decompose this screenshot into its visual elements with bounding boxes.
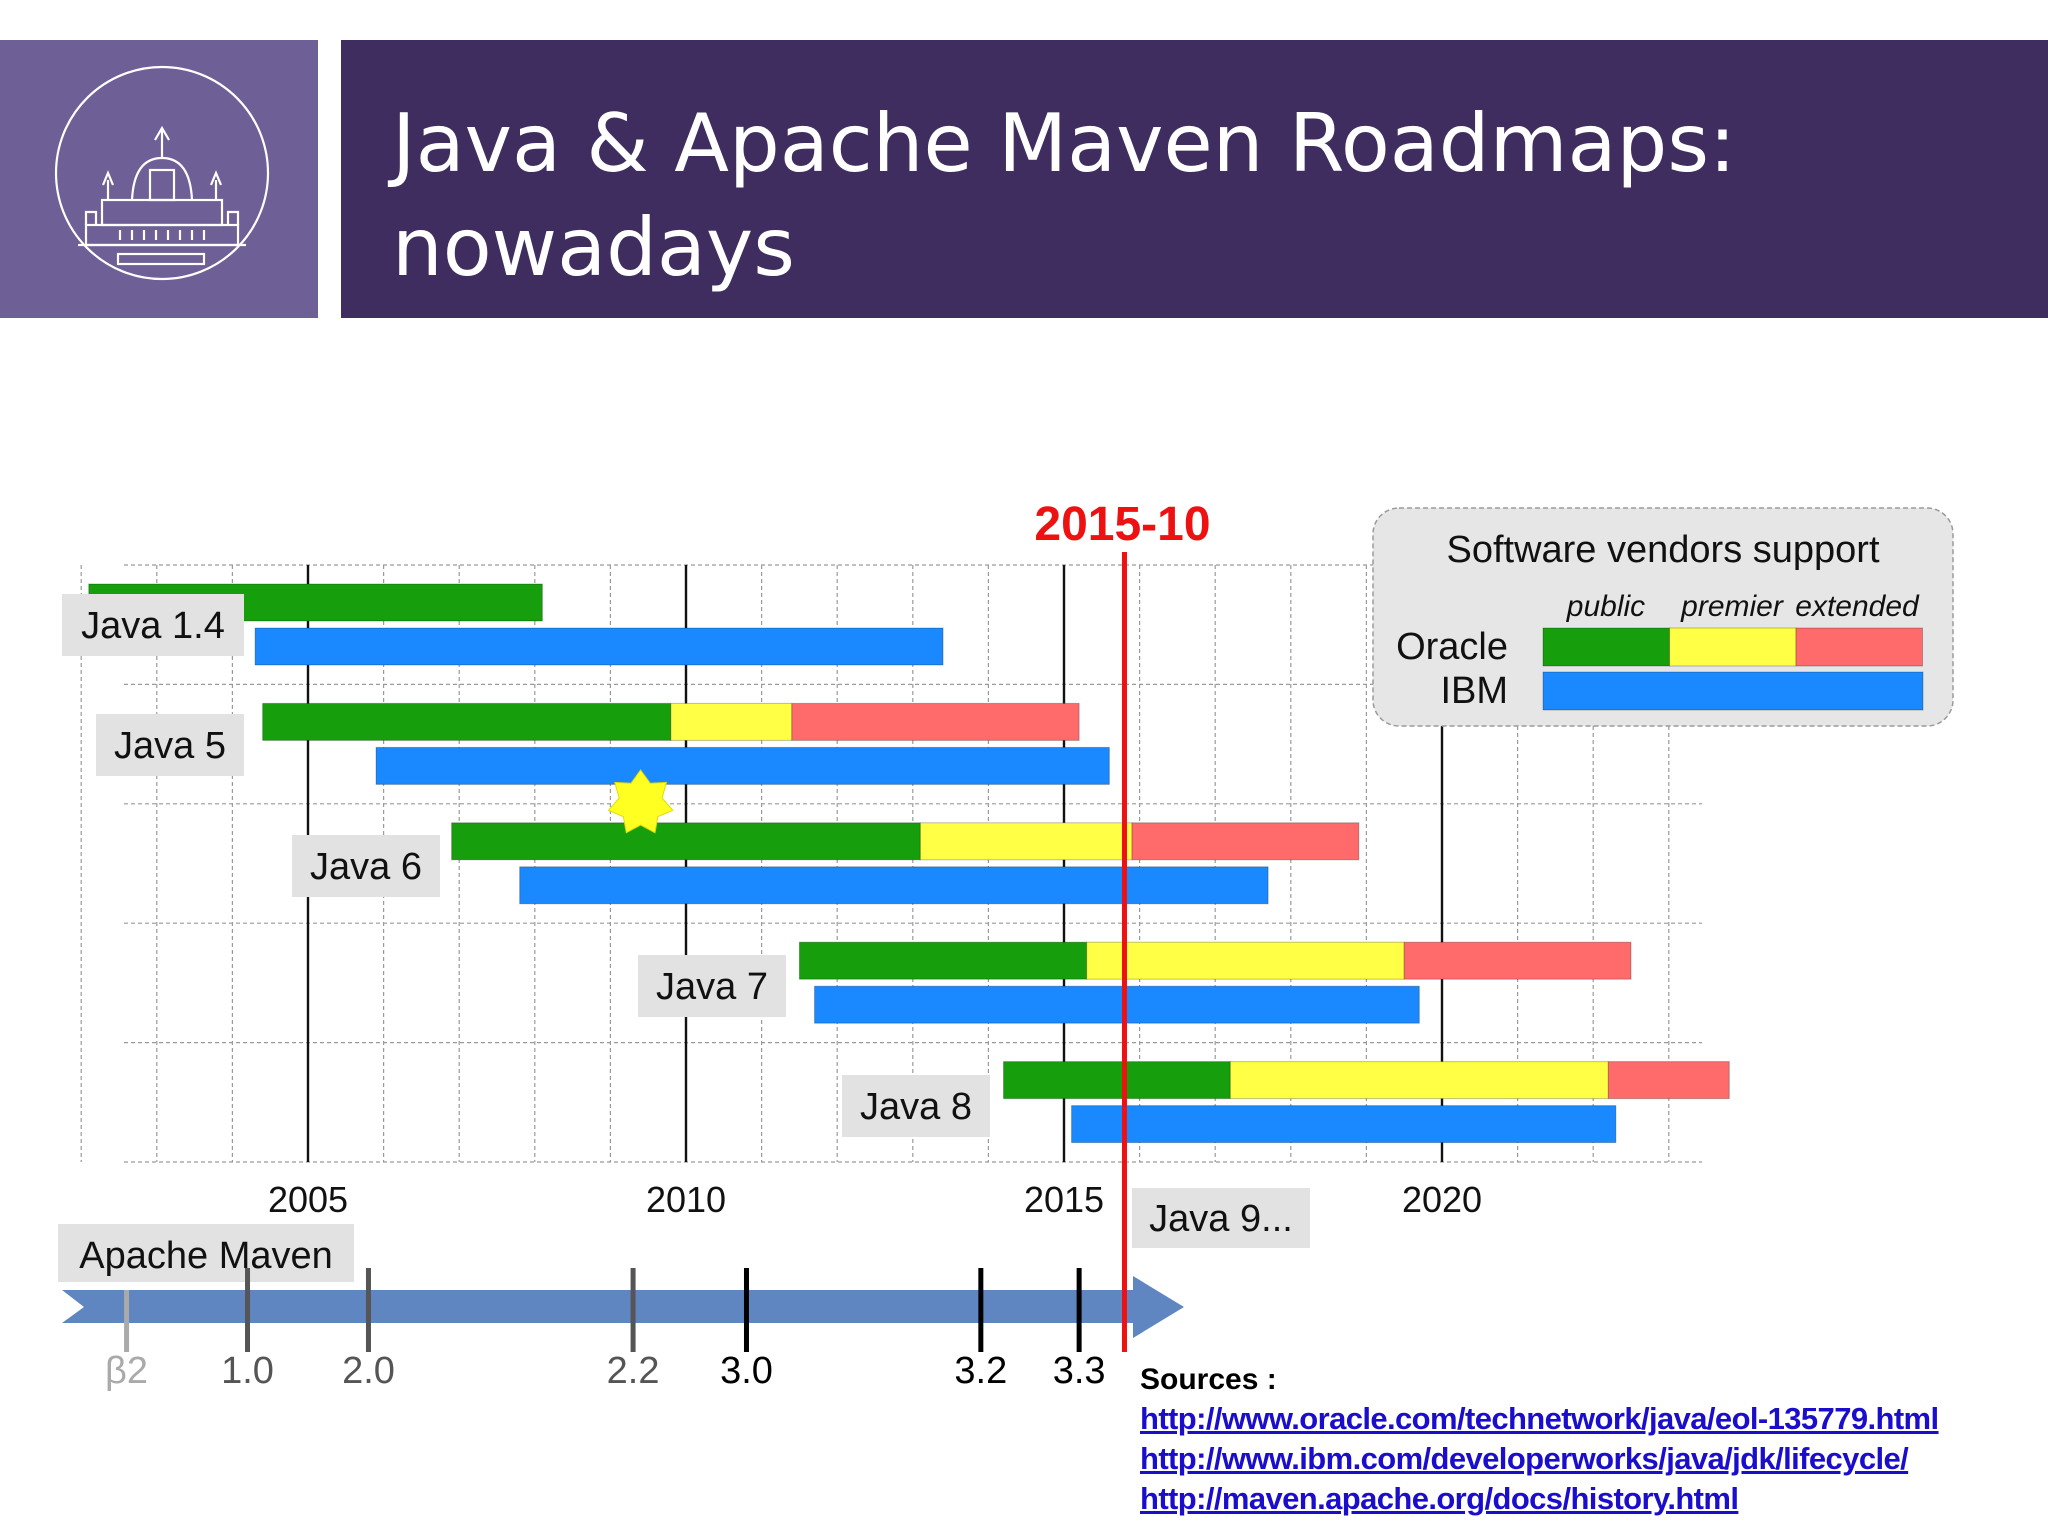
oracle-bar-premier <box>919 822 1133 861</box>
oracle-bar-extended <box>791 702 1080 741</box>
release-label-box <box>292 835 440 897</box>
oracle-bar-public <box>451 822 921 861</box>
legend-box <box>1372 507 1954 727</box>
legend-vendor-label: Oracle <box>1396 626 1508 668</box>
legend-swatch-extended <box>1795 627 1923 667</box>
ibm-bar <box>814 985 1420 1024</box>
release-label-box <box>842 1075 990 1137</box>
release-label-box <box>638 955 786 1017</box>
oracle-bar-public <box>1003 1061 1231 1100</box>
sources-block: Sources : http://www.oracle.com/technetw… <box>1140 1363 1939 1519</box>
header-bar <box>341 40 2048 318</box>
release-label: Java 1.4 <box>81 605 225 647</box>
maven-version-label: 2.2 <box>607 1350 660 1392</box>
ibm-bar <box>519 866 1269 905</box>
legend-column-label: public <box>1566 590 1645 623</box>
x-tick-label: 2015 <box>1024 1179 1104 1220</box>
x-tick-label: 2020 <box>1402 1179 1482 1220</box>
legend-column-label: extended <box>1795 590 1920 623</box>
ibm-bar <box>375 746 1110 785</box>
maven-label: Apache Maven <box>79 1235 333 1277</box>
legend-swatch-premier <box>1669 627 1797 667</box>
release-label-box <box>96 714 244 776</box>
release-label-box <box>62 594 244 656</box>
maven-version-label: 3.0 <box>720 1350 773 1392</box>
oracle-bar-extended <box>1403 941 1632 980</box>
maven-version-label: 3.2 <box>954 1350 1007 1392</box>
header-logo-panel <box>0 40 318 318</box>
highlight-star-icon <box>607 769 674 834</box>
oracle-bar-public <box>798 941 1088 980</box>
source-link-oracle[interactable]: http://www.oracle.com/technetwork/java/e… <box>1140 1401 1939 1436</box>
title-line-2: nowadays <box>392 201 795 294</box>
parliament-logo-icon <box>54 65 270 281</box>
release-label: Java 6 <box>310 846 422 888</box>
page-title: Java & Apache Maven Roadmaps: nowadays <box>392 92 1992 300</box>
release-label: Java 8 <box>860 1086 972 1128</box>
oracle-bar-premier <box>1086 941 1405 980</box>
x-tick-label: 2005 <box>268 1179 348 1220</box>
oracle-bar-premier <box>1229 1061 1609 1100</box>
maven-version-label: 2.0 <box>342 1350 395 1392</box>
oracle-bar-public <box>262 702 672 741</box>
next-release-label-box <box>1132 1188 1310 1248</box>
legend-vendor-label: IBM <box>1440 670 1508 712</box>
maven-version-label: 3.3 <box>1053 1350 1106 1392</box>
oracle-bar-premier <box>670 702 793 741</box>
legend-title: Software vendors support <box>1446 529 1879 571</box>
title-line-1: Java & Apache Maven Roadmaps: <box>392 97 1736 190</box>
release-label: Java 5 <box>114 725 226 767</box>
source-link-maven[interactable]: http://maven.apache.org/docs/history.htm… <box>1140 1481 1739 1516</box>
release-label: Java 7 <box>656 966 768 1008</box>
maven-label-box <box>58 1224 354 1282</box>
x-tick-label: 2010 <box>646 1179 726 1220</box>
legend-swatch-ibm <box>1542 671 1924 711</box>
ibm-bar <box>254 627 944 666</box>
maven-timeline-arrow <box>62 1276 1184 1338</box>
current-date-marker-label: 2015-10 <box>1034 498 1210 551</box>
maven-version-label: β2 <box>105 1350 148 1392</box>
legend-swatch-public <box>1542 627 1670 667</box>
oracle-bar-extended <box>1131 822 1360 861</box>
oracle-bar-extended <box>1607 1061 1730 1100</box>
sources-label: Sources : <box>1140 1363 1277 1396</box>
source-link-ibm[interactable]: http://www.ibm.com/developerworks/java/j… <box>1140 1441 1909 1476</box>
ibm-bar <box>1071 1105 1617 1144</box>
maven-version-label: 1.0 <box>221 1350 274 1392</box>
next-release-label: Java 9... <box>1149 1198 1293 1240</box>
legend-column-label: premier <box>1680 590 1784 623</box>
